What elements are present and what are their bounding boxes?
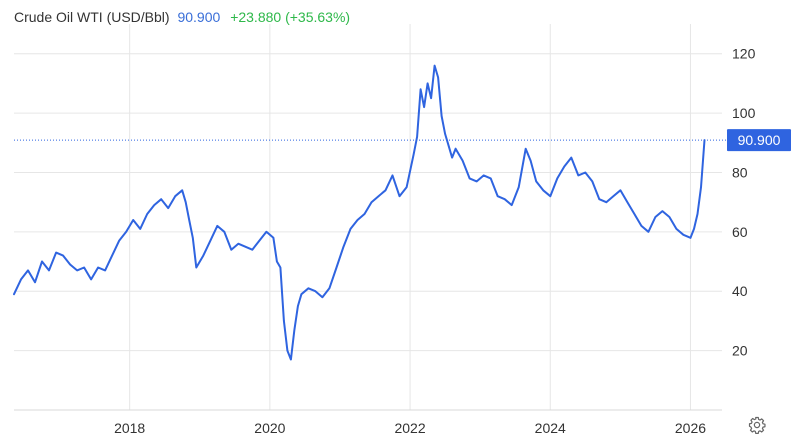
axes: 20 40 60 80 100 120 2018 2020 2022 2024 2026 [14,46,756,436]
x-tick-label: 2020 [254,420,285,436]
y-tick-label: 100 [732,105,756,121]
x-tick-label: 2018 [114,420,145,436]
x-tick-label: 2026 [675,420,706,436]
instrument-title: Crude Oil WTI (USD/Bbl) [14,9,170,25]
last-price-marker: 90.900 [14,129,791,152]
last-price-tag-label: 90.900 [738,132,781,148]
last-price-tag [727,129,791,152]
y-tick-label: 80 [732,164,748,180]
gear-icon[interactable] [748,416,766,434]
price-series-line [13,64,706,361]
y-tick-label: 20 [732,343,748,359]
series-layer [13,64,706,361]
y-tick-label: 60 [732,224,748,240]
x-tick-label: 2024 [535,420,566,436]
x-tick-label: 2022 [394,420,425,436]
price-change: +23.880 (+35.63%) [230,9,351,25]
y-tick-label: 40 [732,283,748,299]
chart-header: Crude Oil WTI (USD/Bbl) 90.900 +23.880 (… [14,9,350,25]
grid [14,24,722,410]
current-price: 90.900 [177,9,221,25]
y-tick-label: 120 [732,46,756,62]
